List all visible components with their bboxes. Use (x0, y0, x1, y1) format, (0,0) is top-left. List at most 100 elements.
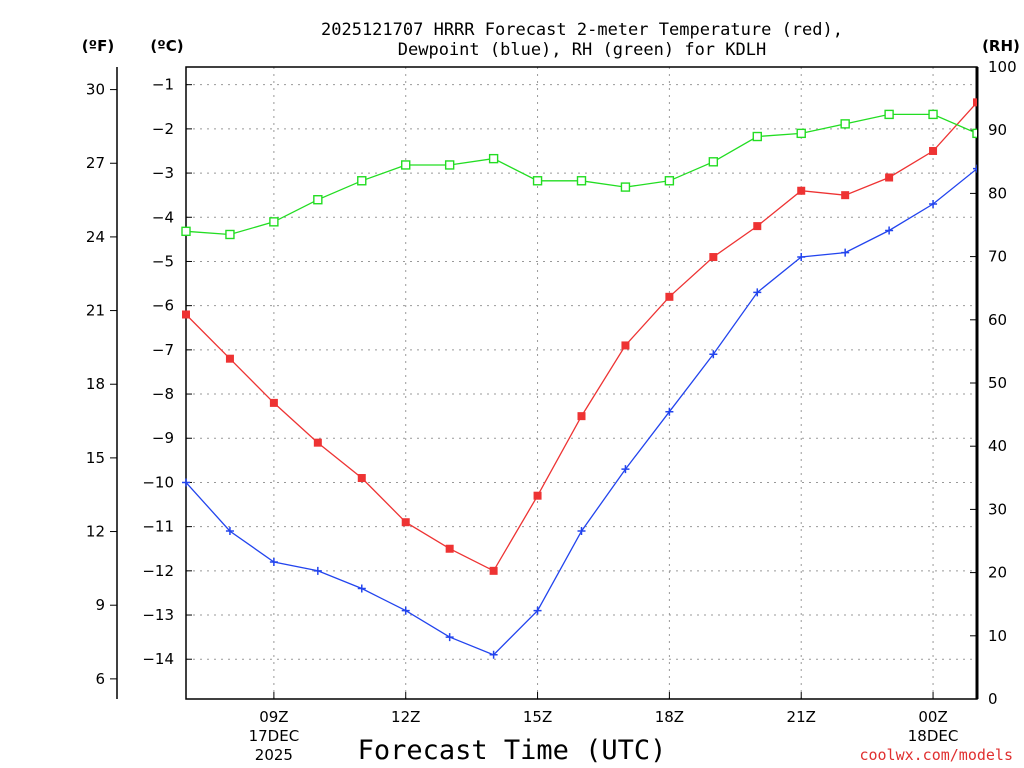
rh-tick-label: 70 (988, 248, 1007, 266)
rh-tick-label: 60 (988, 311, 1007, 329)
rh-point (664, 176, 675, 186)
dewpoint-point (313, 566, 322, 575)
temperature-point (973, 98, 977, 107)
celsius-axis-ticks: −1 −2 −3 −4 −5 −6 −7 −8 −9 −10 −11 −12 −13 −14 (142, 76, 192, 668)
chart-title-line-1: 2025121707 HRRR Forecast 2-meter Tempera… (321, 20, 843, 40)
temperature-point (269, 398, 278, 407)
rh-point (708, 157, 719, 167)
celsius-tick-label: −13 (142, 606, 174, 624)
rh-point (488, 153, 499, 164)
data-series (181, 98, 977, 659)
temperature-point (709, 253, 718, 262)
dewpoint-point (621, 465, 630, 474)
time-tick-label: 18DEC (908, 727, 959, 745)
rh-axis-unit: (RH) (982, 37, 1020, 55)
chart-title-line-2: Dewpoint (blue), RH (green) for KDLH (398, 40, 766, 60)
time-tick-label: 00Z (918, 708, 947, 726)
dewpoint-point (929, 200, 938, 209)
temperature-point (182, 310, 190, 319)
rh-point (357, 176, 367, 186)
celsius-tick-label: −11 (142, 518, 174, 536)
celsius-tick-label: −7 (152, 341, 174, 359)
rh-point (401, 160, 411, 170)
temperature-point (665, 292, 674, 301)
time-tick-label: 21Z (787, 708, 816, 726)
fahrenheit-tick-label: 27 (86, 154, 105, 172)
dewpoint-point (841, 248, 850, 257)
celsius-axis-unit: (ºC) (150, 37, 183, 55)
rh-point (576, 176, 587, 186)
rh-point (928, 109, 938, 120)
rh-point (269, 217, 279, 227)
rh-tick-label: 10 (988, 627, 1007, 645)
fahrenheit-tick-label: 9 (95, 596, 105, 614)
rh-line (185, 113, 977, 236)
celsius-tick-label: −14 (142, 650, 174, 668)
site-credit: coolwx.com/models (859, 746, 1013, 764)
temperature-point (841, 191, 850, 200)
celsius-tick-label: −3 (152, 164, 174, 182)
temperature-point (621, 341, 630, 350)
rh-point (796, 128, 806, 139)
celsius-tick-label: −8 (152, 385, 174, 403)
rh-tick-label: 30 (988, 500, 1007, 518)
x-axis-label: Forecast Time (UTC) (358, 735, 667, 766)
dewpoint-line (185, 168, 977, 656)
rh-tick-label: 100 (988, 58, 1017, 76)
fahrenheit-tick-label: 15 (86, 449, 105, 467)
rh-point (752, 131, 762, 142)
temperature-point (753, 222, 762, 231)
fahrenheit-tick-label: 24 (86, 228, 105, 246)
temperature-point (533, 491, 542, 500)
celsius-tick-label: −10 (142, 473, 174, 491)
celsius-tick-label: −5 (152, 252, 174, 270)
temperature-point (929, 146, 938, 155)
temperature-point (313, 438, 322, 447)
dewpoint-point (753, 288, 762, 297)
dewpoint-point (182, 478, 190, 487)
celsius-tick-label: −2 (152, 120, 174, 138)
rh-point (313, 195, 323, 205)
fahrenheit-tick-label: 21 (86, 302, 105, 320)
time-tick-label: 2025 (255, 746, 293, 764)
time-tick-label: 15Z (523, 708, 552, 726)
celsius-tick-label: −4 (152, 208, 174, 226)
time-tick-label: 18Z (655, 708, 684, 726)
dewpoint-point (665, 407, 674, 416)
temperature-point (885, 173, 894, 182)
temperature-point (401, 518, 410, 527)
temperature-point (357, 474, 366, 483)
rh-point (620, 182, 631, 192)
dewpoint-point (709, 350, 718, 359)
time-tick-label: 12Z (391, 708, 420, 726)
rh-point (840, 119, 850, 129)
rh-point (444, 160, 455, 170)
rh-tick-label: 40 (988, 437, 1007, 455)
dewpoint-point (973, 164, 977, 173)
celsius-tick-label: −1 (152, 76, 174, 94)
dewpoint-point (357, 584, 366, 593)
celsius-tick-label: −6 (152, 297, 174, 315)
rh-tick-label: 20 (988, 564, 1007, 582)
rh-point (532, 176, 543, 186)
celsius-tick-label: −12 (142, 562, 174, 580)
series-dewpoint (182, 164, 977, 659)
temperature-point (445, 544, 454, 553)
rh-point (884, 109, 894, 120)
temperature-point (797, 186, 806, 195)
fahrenheit-tick-label: 12 (86, 523, 105, 541)
dewpoint-point (533, 606, 542, 615)
fahrenheit-tick-label: 6 (95, 670, 105, 688)
dewpoint-point (225, 527, 234, 536)
series-rh (181, 109, 977, 240)
rh-point (972, 128, 977, 139)
rh-point (225, 229, 235, 240)
dewpoint-point (489, 650, 498, 659)
time-tick-label: 09Z (259, 708, 288, 726)
rh-tick-label: 90 (988, 121, 1007, 139)
dewpoint-point (885, 226, 894, 235)
plot-frame (185, 66, 978, 700)
rh-point (181, 226, 191, 237)
temperature-point (577, 412, 586, 421)
